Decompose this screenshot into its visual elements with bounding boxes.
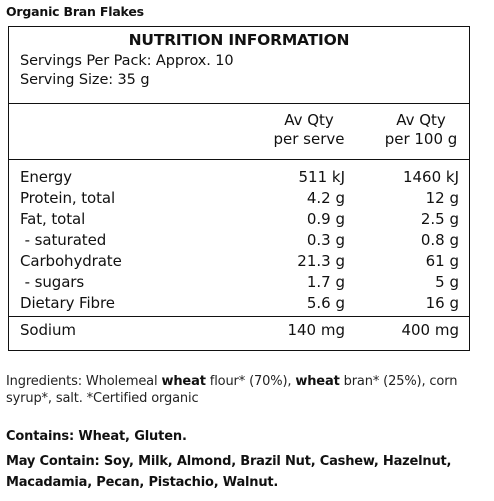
nutrient-row-dietary-fibre: Dietary Fibre 5.6 g 16 g [9, 293, 469, 314]
may-contain-statement: May Contain: Soy, Milk, Almond, Brazil N… [6, 454, 452, 490]
per-serve-value: 140 mg [287, 321, 345, 339]
product-title: Organic Bran Flakes [6, 4, 144, 19]
allergen-highlight: wheat [161, 374, 206, 389]
nutrient-row-sodium: Sodium 140 mg 400 mg [9, 320, 469, 341]
ingredients-text: flour* (70%), [205, 374, 296, 389]
nutrient-row-protein: Protein, total 4.2 g 12 g [9, 188, 469, 209]
nutrition-panel-header: NUTRITION INFORMATION Servings Per Pack:… [9, 27, 469, 104]
per-100g-value: 12 g [425, 189, 459, 207]
column-header-line: Av Qty [396, 111, 446, 129]
per-100g-value: 16 g [425, 294, 459, 312]
nutrient-label: Fat, total [20, 210, 86, 228]
ingredients-text: bran* (25%), corn syrup*, salt. *Certifi… [6, 374, 458, 406]
nutrient-row-fat: Fat, total 0.9 g 2.5 g [9, 209, 469, 230]
per-serve-value: 511 kJ [298, 168, 345, 186]
nutrient-row-sugars: - sugars 1.7 g 5 g [9, 272, 469, 293]
servings-per-pack: Servings Per Pack: Approx. 10 [20, 53, 234, 69]
nutrient-row-energy: Energy 511 kJ 1460 kJ [9, 167, 469, 188]
nutrient-row-carbohydrate: Carbohydrate 21.3 g 61 g [9, 251, 469, 272]
column-header-per-serve: Av Qty per serve [259, 111, 359, 149]
contains-statement: Contains: Wheat, Gluten. [6, 429, 187, 444]
per-100g-value: 5 g [435, 273, 459, 291]
column-header-line: Av Qty [284, 111, 334, 129]
nutrient-row-saturated: - saturated 0.3 g 0.8 g [9, 230, 469, 251]
nutrient-label: Sodium [20, 321, 76, 339]
nutrient-label: Protein, total [20, 189, 116, 207]
per-serve-value: 4.2 g [306, 189, 345, 207]
nutrient-label: - sugars [20, 273, 85, 291]
per-100g-value: 0.8 g [420, 231, 459, 249]
per-serve-value: 0.3 g [306, 231, 345, 249]
serving-size: Serving Size: 35 g [20, 72, 150, 88]
per-serve-value: 5.6 g [306, 294, 345, 312]
per-100g-value: 1460 kJ [402, 168, 459, 186]
per-serve-value: 0.9 g [306, 210, 345, 228]
per-100g-value: 400 mg [401, 321, 459, 339]
nutrient-label: Dietary Fibre [20, 294, 115, 312]
column-header-line: per 100 g [384, 130, 458, 148]
per-100g-value: 2.5 g [420, 210, 459, 228]
per-serve-value: 1.7 g [306, 273, 345, 291]
ingredients-text: Ingredients: Wholemeal [6, 374, 162, 389]
column-header-line: per serve [273, 130, 345, 148]
header-divider [9, 159, 469, 160]
column-header-per-100g: Av Qty per 100 g [371, 111, 471, 149]
nutrient-label: Energy [20, 168, 72, 186]
per-serve-value: 21.3 g [297, 252, 345, 270]
per-100g-value: 61 g [425, 252, 459, 270]
sodium-divider [9, 316, 469, 317]
nutrient-label: Carbohydrate [20, 252, 122, 270]
allergen-highlight: wheat [295, 374, 340, 389]
panel-title: NUTRITION INFORMATION [128, 31, 350, 49]
nutrition-panel: NUTRITION INFORMATION Servings Per Pack:… [8, 26, 470, 351]
ingredients-statement: Ingredients: Wholemeal wheat flour* (70%… [6, 373, 476, 407]
nutrient-label: - saturated [20, 231, 107, 249]
